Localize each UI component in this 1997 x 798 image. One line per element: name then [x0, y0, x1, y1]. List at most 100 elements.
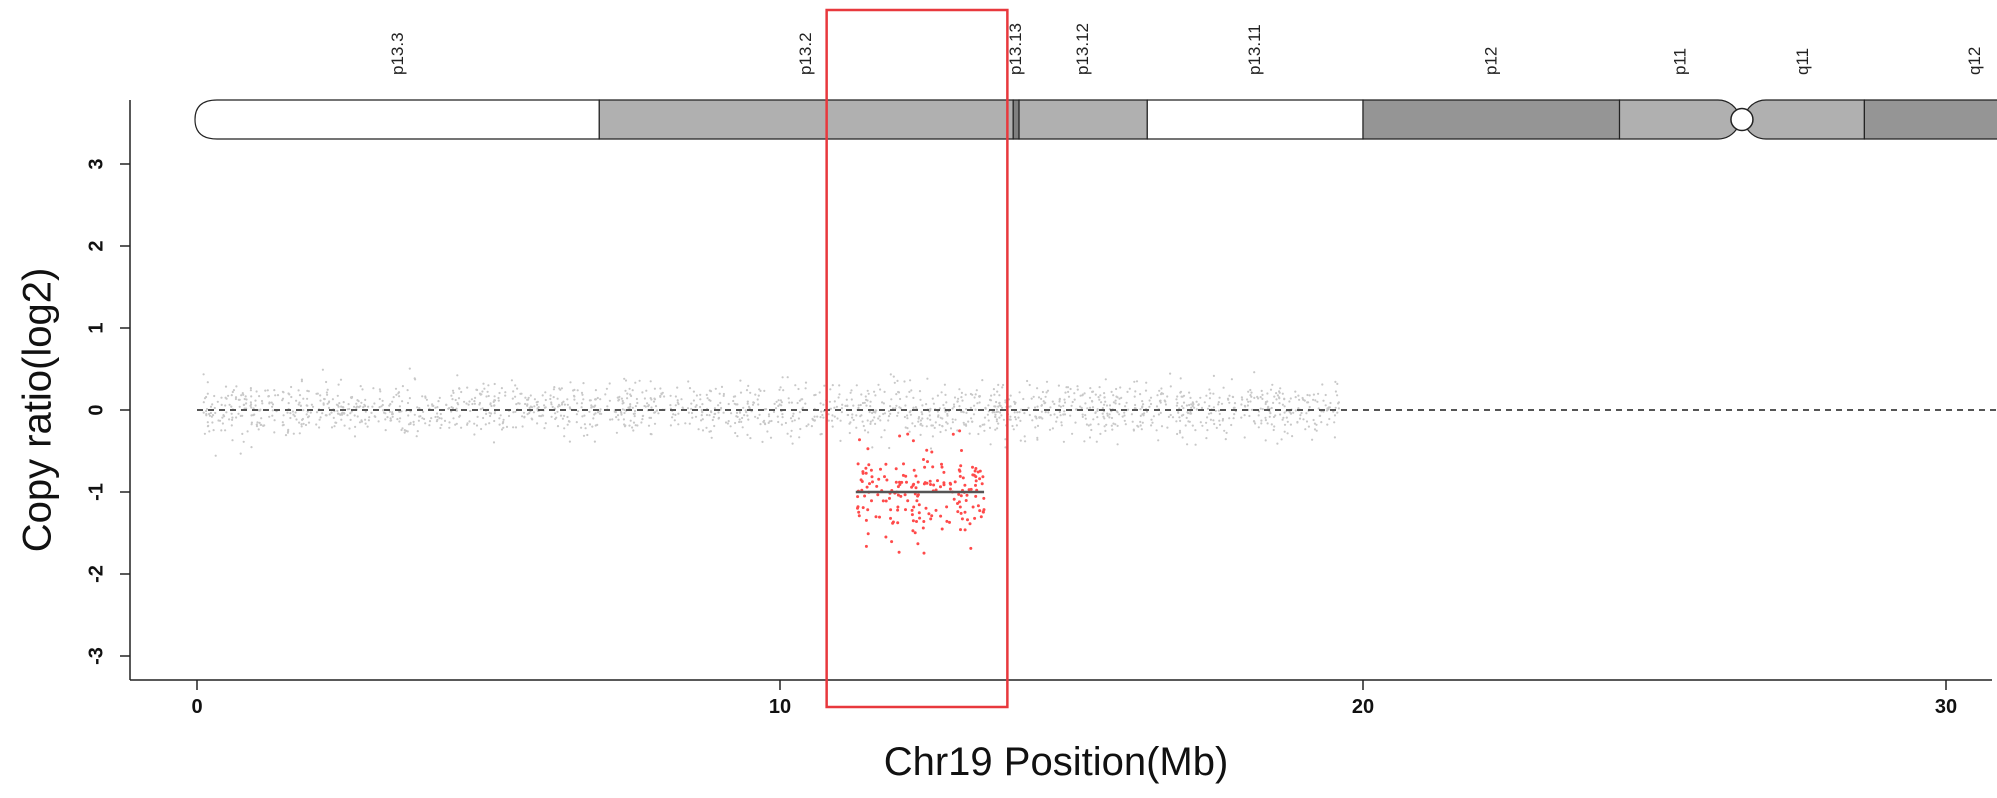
copy-ratio-point — [557, 425, 559, 427]
copy-ratio-point — [1272, 402, 1274, 404]
copy-ratio-point — [1205, 422, 1207, 424]
copy-ratio-point — [708, 399, 710, 401]
copy-ratio-point — [805, 382, 807, 384]
copy-ratio-point — [416, 406, 418, 408]
deletion-point — [897, 485, 900, 488]
copy-ratio-point — [1142, 403, 1144, 405]
copy-ratio-point — [498, 392, 500, 394]
copy-ratio-point — [493, 441, 495, 443]
copy-ratio-point — [1015, 418, 1017, 420]
deletion-point — [885, 479, 888, 482]
copy-ratio-point — [701, 403, 703, 405]
copy-ratio-point — [315, 393, 317, 395]
deletion-point — [918, 517, 921, 520]
copy-ratio-point — [743, 414, 745, 416]
copy-ratio-point — [644, 397, 646, 399]
copy-ratio-point — [219, 420, 221, 422]
copy-ratio-point — [895, 393, 897, 395]
copy-ratio-point — [268, 416, 270, 418]
copy-ratio-point — [981, 379, 983, 381]
deletion-point — [939, 515, 942, 518]
copy-ratio-point — [536, 404, 538, 406]
copy-ratio-point — [300, 423, 302, 425]
cytoband-p13.11 — [1147, 100, 1363, 139]
copy-ratio-point — [468, 404, 470, 406]
copy-ratio-point — [650, 380, 652, 382]
copy-ratio-point — [974, 396, 976, 398]
copy-ratio-point — [1109, 404, 1111, 406]
copy-ratio-point — [778, 399, 780, 401]
copy-ratio-point — [1234, 402, 1236, 404]
copy-ratio-point — [436, 406, 438, 408]
copy-ratio-point — [1267, 407, 1269, 409]
copy-ratio-point — [225, 397, 227, 399]
copy-ratio-point — [1319, 415, 1321, 417]
cytoband-label: q12 — [1965, 47, 1984, 75]
copy-ratio-point — [1156, 429, 1158, 431]
copy-ratio-point — [240, 453, 242, 455]
copy-ratio-point — [1178, 416, 1180, 418]
copy-ratio-point — [1241, 396, 1243, 398]
copy-ratio-point — [852, 405, 854, 407]
copy-ratio-point — [635, 405, 637, 407]
deletion-point — [867, 532, 870, 535]
copy-ratio-point — [1123, 412, 1125, 414]
copy-ratio-point — [921, 425, 923, 427]
copy-ratio-point — [1036, 437, 1038, 439]
copy-ratio-point — [327, 403, 329, 405]
copy-ratio-point — [819, 391, 821, 393]
copy-ratio-point — [785, 422, 787, 424]
copy-ratio-point — [220, 429, 222, 431]
copy-ratio-point — [836, 406, 838, 408]
copy-ratio-point — [983, 423, 985, 425]
deletion-point — [911, 509, 914, 512]
copy-ratio-point — [386, 416, 388, 418]
copy-ratio-point — [1231, 378, 1233, 380]
copy-ratio-point — [945, 401, 947, 403]
copy-ratio-point — [332, 398, 334, 400]
copy-ratio-point — [1013, 428, 1015, 430]
copy-ratio-point — [990, 395, 992, 397]
copy-ratio-point — [440, 413, 442, 415]
copy-ratio-point — [1160, 412, 1162, 414]
copy-ratio-point — [841, 407, 843, 409]
copy-ratio-point — [1300, 412, 1302, 414]
copy-ratio-point — [617, 414, 619, 416]
copy-ratio-point — [622, 400, 624, 402]
copy-ratio-point — [299, 394, 301, 396]
copy-ratio-point — [1296, 421, 1298, 423]
copy-ratio-point — [650, 406, 652, 408]
copy-ratio-point — [1289, 411, 1291, 413]
copy-ratio-point — [258, 395, 260, 397]
copy-ratio-point — [1258, 426, 1260, 428]
copy-ratio-point — [1313, 394, 1315, 396]
copy-ratio-point — [1018, 411, 1020, 413]
copy-ratio-point — [629, 393, 631, 395]
copy-ratio-point — [1251, 409, 1253, 411]
copy-ratio-point — [544, 407, 546, 409]
copy-ratio-point — [477, 416, 479, 418]
copy-ratio-point — [1305, 412, 1307, 414]
deletion-point — [882, 499, 885, 502]
copy-ratio-point — [900, 407, 902, 409]
copy-ratio-point — [734, 432, 736, 434]
copy-ratio-point — [710, 430, 712, 432]
copy-ratio-point — [254, 400, 256, 402]
copy-ratio-point — [674, 414, 676, 416]
copy-ratio-point — [1141, 406, 1143, 408]
deletion-point — [876, 493, 879, 496]
copy-ratio-point — [1113, 401, 1115, 403]
copy-ratio-point — [353, 406, 355, 408]
copy-ratio-point — [641, 418, 643, 420]
copy-ratio-point — [1082, 414, 1084, 416]
copy-ratio-point — [370, 412, 372, 414]
copy-ratio-point — [713, 425, 715, 427]
copy-ratio-point — [1295, 396, 1297, 398]
deletion-point — [860, 478, 863, 481]
deletion-point — [925, 449, 928, 452]
copy-ratio-point — [734, 403, 736, 405]
copy-ratio-point — [1059, 411, 1061, 413]
copy-ratio-point — [534, 398, 536, 400]
copy-ratio-point — [205, 410, 207, 412]
copy-ratio-point — [787, 433, 789, 435]
